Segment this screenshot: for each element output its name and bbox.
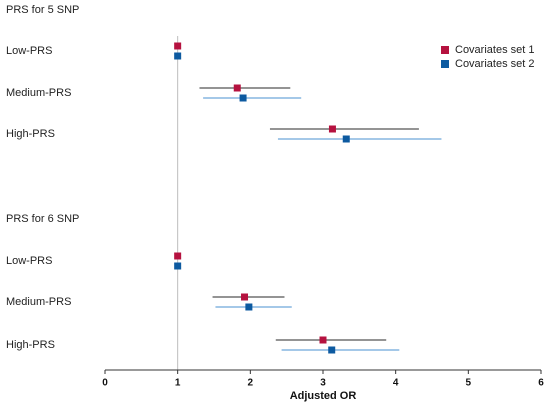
group-title: PRS for 5 SNP: [6, 4, 79, 16]
x-tick-label: 1: [175, 378, 181, 389]
legend-swatch: [441, 46, 449, 54]
or-point: [174, 42, 182, 50]
row-label: Low-PRS: [6, 255, 52, 267]
or-point: [342, 135, 350, 143]
legend-label: Covariates set 2: [455, 58, 534, 70]
legend: Covariates set 1 Covariates set 2: [441, 44, 534, 70]
legend-swatch: [441, 60, 449, 68]
row-label: Low-PRS: [6, 45, 52, 57]
or-point: [239, 94, 247, 102]
or-point: [319, 336, 327, 344]
x-tick-label: 2: [248, 378, 254, 389]
row-label: Medium-PRS: [6, 296, 71, 308]
or-point: [241, 293, 249, 301]
or-point: [328, 125, 336, 133]
or-point: [174, 252, 182, 260]
or-point: [328, 346, 336, 354]
row-label: High-PRS: [6, 128, 55, 140]
x-tick-label: 0: [102, 378, 108, 389]
x-tick-label: 3: [320, 378, 326, 389]
or-point: [174, 52, 182, 60]
x-axis-label: Adjusted OR: [290, 390, 357, 402]
row-label: High-PRS: [6, 339, 55, 351]
row-label: Medium-PRS: [6, 87, 71, 99]
or-point: [245, 303, 253, 311]
group-title: PRS for 6 SNP: [6, 213, 79, 225]
legend-label: Covariates set 1: [455, 44, 534, 56]
x-tick-label: 5: [466, 378, 472, 389]
or-point: [233, 84, 241, 92]
x-axis: 0 1 2 3 4 5 6: [102, 369, 544, 389]
or-point: [174, 262, 182, 270]
x-tick-label: 6: [538, 378, 544, 389]
x-tick-label: 4: [393, 378, 399, 389]
